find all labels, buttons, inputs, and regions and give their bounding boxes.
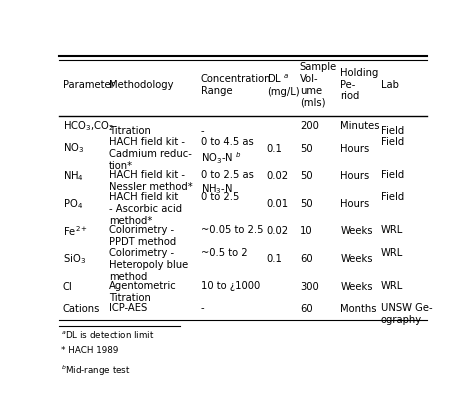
Text: $^b$Mid-range test: $^b$Mid-range test: [61, 363, 131, 378]
Text: $^a$DL is detection limit: $^a$DL is detection limit: [61, 329, 155, 340]
Text: HCO$_3$,CO$_2$: HCO$_3$,CO$_2$: [63, 120, 114, 133]
Text: ~0.5 to 2: ~0.5 to 2: [201, 247, 247, 258]
Text: WRL: WRL: [381, 225, 403, 235]
Text: 0.01: 0.01: [267, 199, 289, 209]
Text: Hours: Hours: [340, 199, 370, 209]
Text: Minutes: Minutes: [340, 121, 380, 131]
Text: HACH field kit -
Nessler method*: HACH field kit - Nessler method*: [109, 170, 192, 192]
Text: * HACH 1989: * HACH 1989: [61, 346, 118, 355]
Text: WRL: WRL: [381, 281, 403, 291]
Text: Weeks: Weeks: [340, 254, 373, 264]
Text: DL $^a$
(mg/L): DL $^a$ (mg/L): [267, 73, 300, 97]
Text: 0 to 4.5 as
NO$_3$-N $^b$: 0 to 4.5 as NO$_3$-N $^b$: [201, 137, 254, 166]
Text: Colorimetry -
PPDT method: Colorimetry - PPDT method: [109, 225, 176, 247]
Text: 10 to ¿1000: 10 to ¿1000: [201, 281, 260, 291]
Text: ~0.05 to 2.5: ~0.05 to 2.5: [201, 225, 263, 235]
Text: 60: 60: [300, 304, 312, 314]
Text: Methodology: Methodology: [109, 80, 173, 90]
Text: 50: 50: [300, 171, 312, 181]
Text: Weeks: Weeks: [340, 282, 373, 292]
Text: Field: Field: [381, 137, 404, 147]
Text: Colorimetry -
Heteropoly blue
method: Colorimetry - Heteropoly blue method: [109, 247, 188, 282]
Text: -: -: [201, 303, 204, 313]
Text: Months: Months: [340, 304, 377, 314]
Text: 0.1: 0.1: [267, 254, 283, 264]
Text: 300: 300: [300, 282, 319, 292]
Text: Parameter: Parameter: [63, 80, 115, 90]
Text: SiO$_3$: SiO$_3$: [63, 252, 86, 266]
Text: Agentometric
Titration: Agentometric Titration: [109, 281, 177, 303]
Text: NO$_3$: NO$_3$: [63, 142, 84, 155]
Text: 10: 10: [300, 226, 312, 236]
Text: Field: Field: [381, 170, 404, 180]
Text: Cations: Cations: [63, 304, 100, 314]
Text: Holding
Pe-
riod: Holding Pe- riod: [340, 68, 379, 101]
Text: 0.1: 0.1: [267, 144, 283, 153]
Text: UNSW Ge-
ography: UNSW Ge- ography: [381, 303, 432, 325]
Text: 0.02: 0.02: [267, 226, 289, 236]
Text: WRL: WRL: [381, 247, 403, 258]
Text: Titration: Titration: [109, 126, 151, 136]
Text: 0 to 2.5: 0 to 2.5: [201, 192, 239, 202]
Text: PO$_4$: PO$_4$: [63, 197, 83, 211]
Text: Hours: Hours: [340, 144, 370, 153]
Text: 50: 50: [300, 199, 312, 209]
Text: Lab: Lab: [381, 80, 399, 90]
Text: HACH field kit -
Cadmium reduc-
tion*: HACH field kit - Cadmium reduc- tion*: [109, 137, 191, 171]
Text: Concentration
Range: Concentration Range: [201, 74, 271, 96]
Text: Hours: Hours: [340, 171, 370, 181]
Text: Field: Field: [381, 126, 404, 136]
Text: 60: 60: [300, 254, 312, 264]
Text: Field: Field: [381, 192, 404, 202]
Text: Weeks: Weeks: [340, 226, 373, 236]
Text: Sample
Vol-
ume
(mls): Sample Vol- ume (mls): [300, 63, 337, 107]
Text: ICP-AES: ICP-AES: [109, 303, 147, 313]
Text: 0 to 2.5 as
NH$_3$-N: 0 to 2.5 as NH$_3$-N: [201, 170, 254, 197]
Text: HACH field kit
- Ascorbic acid
method*: HACH field kit - Ascorbic acid method*: [109, 192, 182, 226]
Text: -: -: [201, 126, 204, 136]
Text: Cl: Cl: [63, 282, 73, 292]
Text: NH$_4$: NH$_4$: [63, 169, 84, 183]
Text: 50: 50: [300, 144, 312, 153]
Text: 0.02: 0.02: [267, 171, 289, 181]
Text: 200: 200: [300, 121, 319, 131]
Text: Fe$^{2+}$: Fe$^{2+}$: [63, 225, 88, 239]
